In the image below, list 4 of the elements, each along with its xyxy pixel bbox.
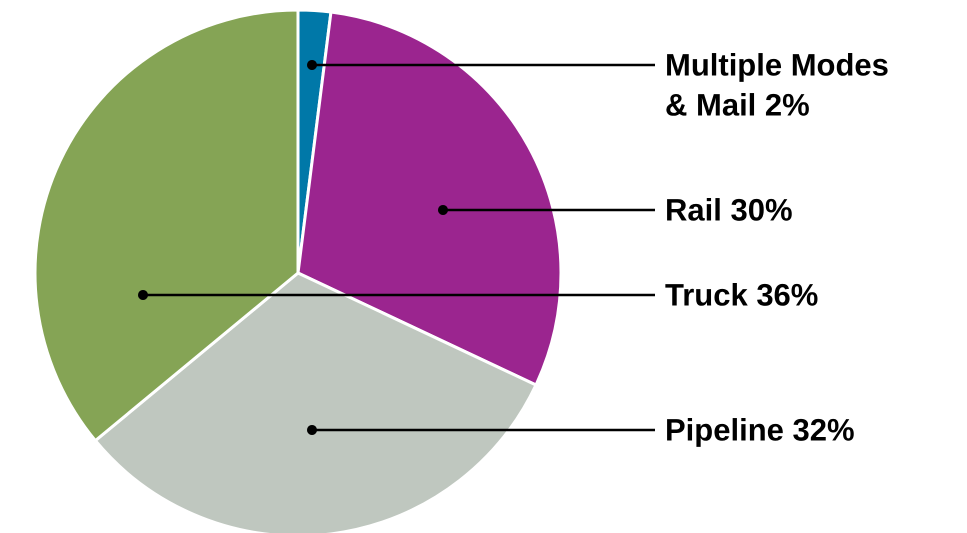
slice-label: Multiple Modes & Mail 2% — [665, 48, 898, 122]
slice-label: Pipeline 32% — [665, 412, 855, 448]
slice-label: Rail 30% — [665, 192, 793, 228]
slice-label: Truck 36% — [665, 278, 818, 312]
